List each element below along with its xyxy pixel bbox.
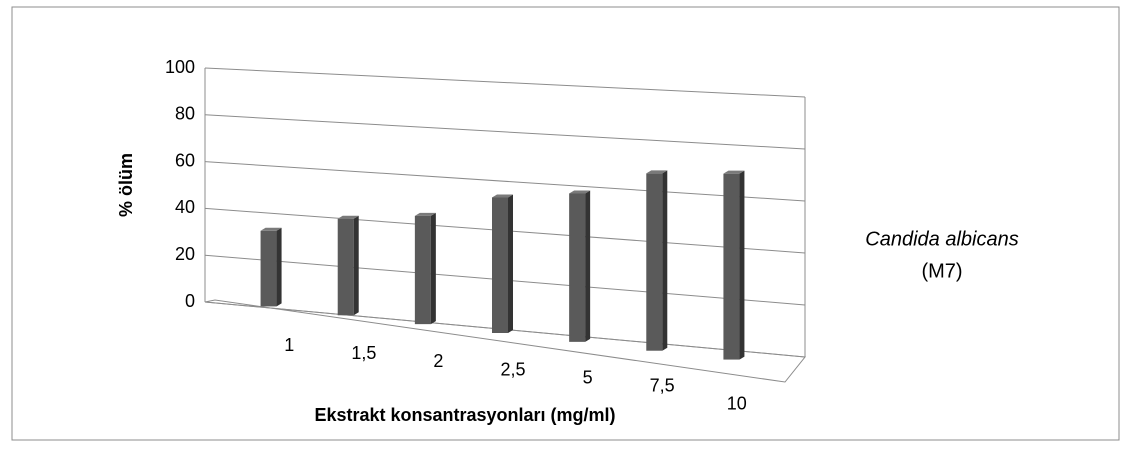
bar-top [337,215,359,219]
bar [723,173,740,360]
y-tick-label: 0 [185,291,195,311]
x-tick-label: 2,5 [500,359,525,379]
x-tick-label: 1 [284,335,294,355]
bar-side [353,215,359,316]
bar-top [414,212,436,216]
bar [646,173,663,351]
grid-line [204,67,806,98]
y-axis-label: % ölüm [116,153,136,217]
floor [204,299,806,383]
bar-side [585,190,591,342]
bar [569,193,586,342]
chart-frame [11,6,1120,441]
grid-line [204,161,806,202]
series-label: (M7) [921,260,962,282]
bar-top [646,170,668,174]
x-axis-label: Ekstrakt konsantrasyonları (mg/ml) [314,405,615,425]
y-tick-label: 20 [175,244,195,264]
bar-top [260,227,282,231]
x-tick-label: 10 [727,394,747,414]
bar-side [276,227,282,307]
bar-top [569,190,591,194]
bar-side [430,212,436,325]
bar-side [508,194,513,333]
x-tick-label: 7,5 [650,376,675,396]
bar-side [739,170,745,360]
x-tick-label: 1,5 [351,343,376,363]
bar [492,197,508,333]
y-tick-label: 60 [175,150,195,170]
grid-line [204,114,806,150]
bar-top [723,170,745,174]
bar-top [492,194,513,198]
bar [337,218,354,316]
series-label: Candida albicans [865,228,1018,250]
x-tick-label: 2 [433,351,443,371]
y-tick-label: 100 [165,57,195,77]
y-tick-label: 40 [175,197,195,217]
bar [414,215,431,325]
bar [260,230,277,307]
bar-side [662,170,668,351]
y-tick-label: 80 [175,104,195,124]
x-tick-label: 5 [583,367,593,387]
